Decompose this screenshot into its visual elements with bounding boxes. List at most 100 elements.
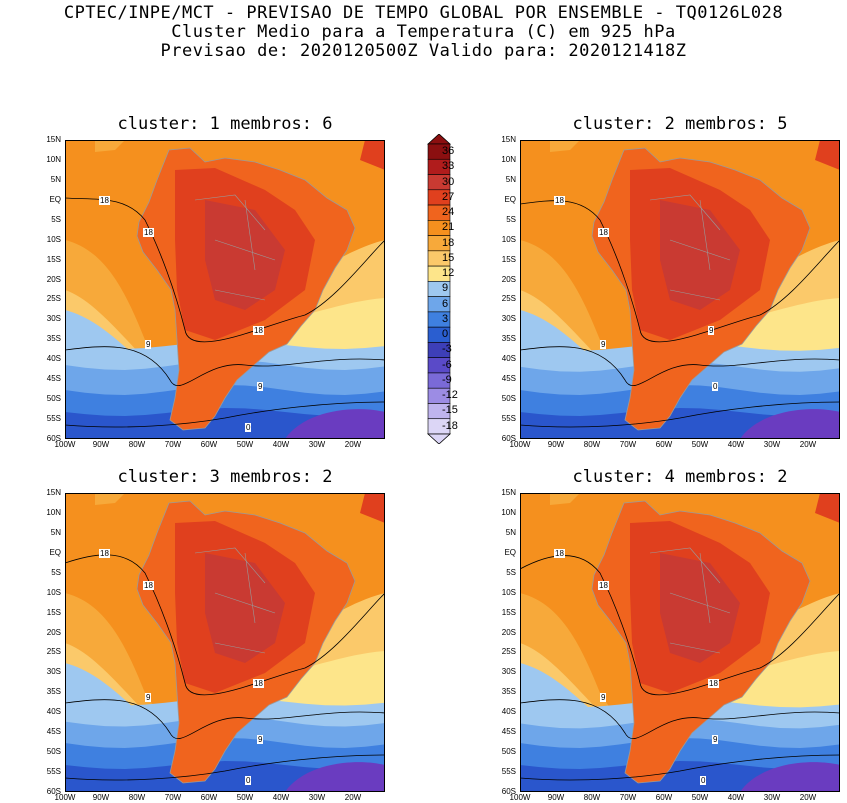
lat-tick-label: 50S (46, 394, 61, 404)
lon-tick-label: 50W (691, 440, 709, 449)
colorbar-tick-label: 21 (442, 221, 455, 234)
lat-tick-label: 45S (501, 727, 516, 737)
lat-tick-label: 60S (501, 434, 516, 443)
temperature-map-4 (520, 493, 840, 792)
lat-tick-label: 55S (501, 767, 516, 777)
lon-tick-label: 90W (547, 440, 565, 449)
lat-tick-label: 25S (46, 294, 61, 304)
contour-label: 18 (554, 196, 565, 205)
lon-tick-label: 30W (308, 440, 326, 449)
lat-tick-label: 15N (501, 488, 516, 497)
lat-tick-label: 20S (501, 274, 516, 284)
lat-tick-label: 5N (505, 174, 516, 184)
lon-tick-label: 40W (727, 793, 745, 802)
colorbar-tick-label: 9 (442, 282, 449, 295)
colorbar-tick-label: 12 (442, 267, 455, 280)
lat-tick-label: 35S (501, 334, 516, 344)
lat-tick-label: 50S (501, 747, 516, 757)
contour-label: 18 (143, 581, 154, 590)
lat-tick-label: 30S (501, 314, 516, 324)
lat-tick-label: EQ (49, 194, 61, 204)
colorbar-tick-label: 18 (442, 236, 455, 249)
header-line-3: Previsao de: 2020120500Z Valido para: 20… (160, 41, 687, 61)
colorbar-tick-label: 36 (442, 145, 455, 157)
lat-tick-label: 20S (46, 627, 61, 637)
colorbar-tick-label: 24 (442, 206, 455, 219)
lat-tick-label: 35S (501, 687, 516, 697)
contour-label: 9 (708, 326, 715, 335)
lat-tick-label: 10S (46, 234, 61, 244)
panel-title-3: cluster: 3 membros: 2 (117, 467, 333, 487)
contour-label: 18 (143, 228, 154, 237)
colorbar-tick-label: -18 (442, 419, 458, 432)
contour-label: 9 (600, 693, 607, 702)
lat-tick-label: 55S (46, 414, 61, 424)
panel-title-2: cluster: 2 membros: 5 (572, 114, 788, 134)
lat-tick-label: 5S (506, 567, 516, 577)
lat-tick-label: 10N (46, 507, 61, 517)
contour-label: 18 (253, 326, 264, 335)
lat-tick-label: 55S (501, 414, 516, 424)
lat-tick-label: 15N (501, 135, 516, 144)
colorbar-tick-label: 33 (442, 160, 455, 173)
lat-tick-label: 25S (46, 647, 61, 657)
contour-label: 9 (257, 735, 264, 744)
lat-tick-label: 10N (46, 154, 61, 164)
lat-tick-label: 60S (501, 787, 516, 796)
contour-label: 18 (554, 549, 565, 558)
lat-tick-label: 25S (501, 294, 516, 304)
colorbar-tick-label: -12 (442, 389, 458, 402)
colorbar-tick-label: -6 (442, 358, 452, 371)
lat-tick-label: 5N (505, 527, 516, 537)
lon-tick-label: 40W (727, 440, 745, 449)
lat-tick-label: EQ (504, 547, 516, 557)
lat-tick-label: 20S (46, 274, 61, 284)
lon-tick-label: 90W (547, 793, 565, 802)
lon-tick-label: 60W (200, 793, 218, 802)
lat-tick-label: 10N (501, 154, 516, 164)
temperature-map-2 (520, 140, 840, 439)
lat-tick-label: 25S (501, 647, 516, 657)
lon-tick-label: 50W (236, 793, 254, 802)
lat-tick-label: 20S (501, 627, 516, 637)
lat-tick-label: 10S (46, 587, 61, 597)
lon-tick-label: 50W (691, 793, 709, 802)
lat-tick-label: 60S (46, 787, 61, 796)
contour-label: 0 (245, 423, 252, 432)
lat-tick-label: 40S (46, 354, 61, 364)
lon-tick-label: 40W (272, 440, 290, 449)
lon-tick-label: 20W (344, 793, 362, 802)
lon-tick-label: 60W (200, 440, 218, 449)
lat-tick-label: 5N (50, 527, 61, 537)
lon-tick-label: 50W (236, 440, 254, 449)
contour-label: 0 (245, 776, 252, 785)
lat-tick-label: 15S (46, 607, 61, 617)
lon-tick-label: 30W (763, 793, 781, 802)
colorbar-tick-label: 30 (442, 175, 455, 188)
lat-tick-label: 40S (501, 707, 516, 717)
lat-tick-label: EQ (49, 547, 61, 557)
lat-tick-label: 30S (46, 667, 61, 677)
lat-tick-label: 15N (46, 488, 61, 497)
lon-tick-label: 80W (583, 440, 601, 449)
lon-tick-label: 20W (799, 793, 817, 802)
contour-label: 18 (99, 196, 110, 205)
lat-tick-label: 45S (501, 374, 516, 384)
lat-tick-label: EQ (504, 194, 516, 204)
contour-label: 0 (712, 382, 719, 391)
lat-tick-label: 40S (46, 707, 61, 717)
contour-label: 9 (712, 735, 719, 744)
temperature-map-1 (65, 140, 385, 439)
temperature-map-3 (65, 493, 385, 792)
lon-tick-label: 100W (54, 793, 76, 802)
lon-tick-label: 90W (92, 440, 110, 449)
colorbar-tick-label: 0 (442, 328, 449, 341)
colorbar-tick-label: -3 (442, 343, 452, 356)
lat-tick-label: 35S (46, 687, 61, 697)
lon-tick-label: 30W (763, 440, 781, 449)
colorbar (426, 134, 452, 444)
lon-tick-label: 70W (619, 440, 637, 449)
lat-tick-label: 40S (501, 354, 516, 364)
colorbar-tick-label: 27 (442, 190, 455, 203)
contour-label: 18 (598, 228, 609, 237)
